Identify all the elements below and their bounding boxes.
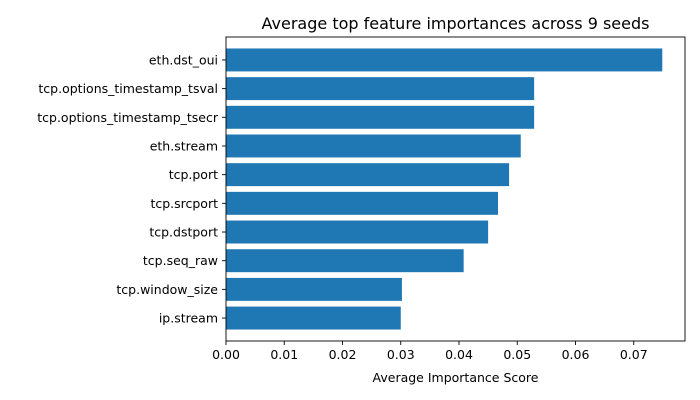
x-tick-label: 0.07 <box>620 347 648 362</box>
bar <box>226 134 521 158</box>
bar <box>226 77 535 101</box>
x-tick-label: 0.06 <box>562 347 590 362</box>
x-tick-label: 0.02 <box>329 347 357 362</box>
y-tick-label: eth.dst_oui <box>149 52 218 67</box>
y-tick-label: tcp.port <box>169 167 218 182</box>
y-tick-label: tcp.seq_raw <box>143 253 218 268</box>
bar <box>226 220 489 244</box>
bar <box>226 249 464 273</box>
y-tick-label: tcp.options_timestamp_tsval <box>38 81 218 96</box>
y-tick-label: tcp.options_timestamp_tsecr <box>37 110 219 125</box>
y-tick-label: tcp.srcport <box>150 196 218 211</box>
x-axis-ticks: 0.00 0.01 0.02 0.03 0.04 0.05 0.06 0.07 <box>212 341 648 362</box>
x-tick-label: 0.01 <box>270 347 298 362</box>
y-tick-label: ip.stream <box>159 311 218 326</box>
plot-frame <box>225 36 686 342</box>
bar <box>226 191 499 215</box>
x-tick-label: 0.04 <box>445 347 473 362</box>
y-tick-label: eth.stream <box>150 138 218 153</box>
x-tick-label: 0.03 <box>387 347 415 362</box>
x-tick-label: 0.00 <box>212 347 240 362</box>
y-tick-label: tcp.window_size <box>116 282 218 297</box>
bar <box>226 163 510 187</box>
bar <box>226 306 401 330</box>
chart-title: Average top feature importances across 9… <box>262 14 650 33</box>
x-axis-label: Average Importance Score <box>373 370 539 385</box>
x-tick-label: 0.05 <box>503 347 531 362</box>
bars-group <box>226 48 663 330</box>
bar <box>226 48 663 72</box>
bar <box>226 105 535 129</box>
y-axis-ticks: eth.dst_oui tcp.options_timestamp_tsvaltc… <box>37 52 226 326</box>
y-tick-label: tcp.dstport <box>149 225 218 240</box>
bar <box>226 277 402 301</box>
